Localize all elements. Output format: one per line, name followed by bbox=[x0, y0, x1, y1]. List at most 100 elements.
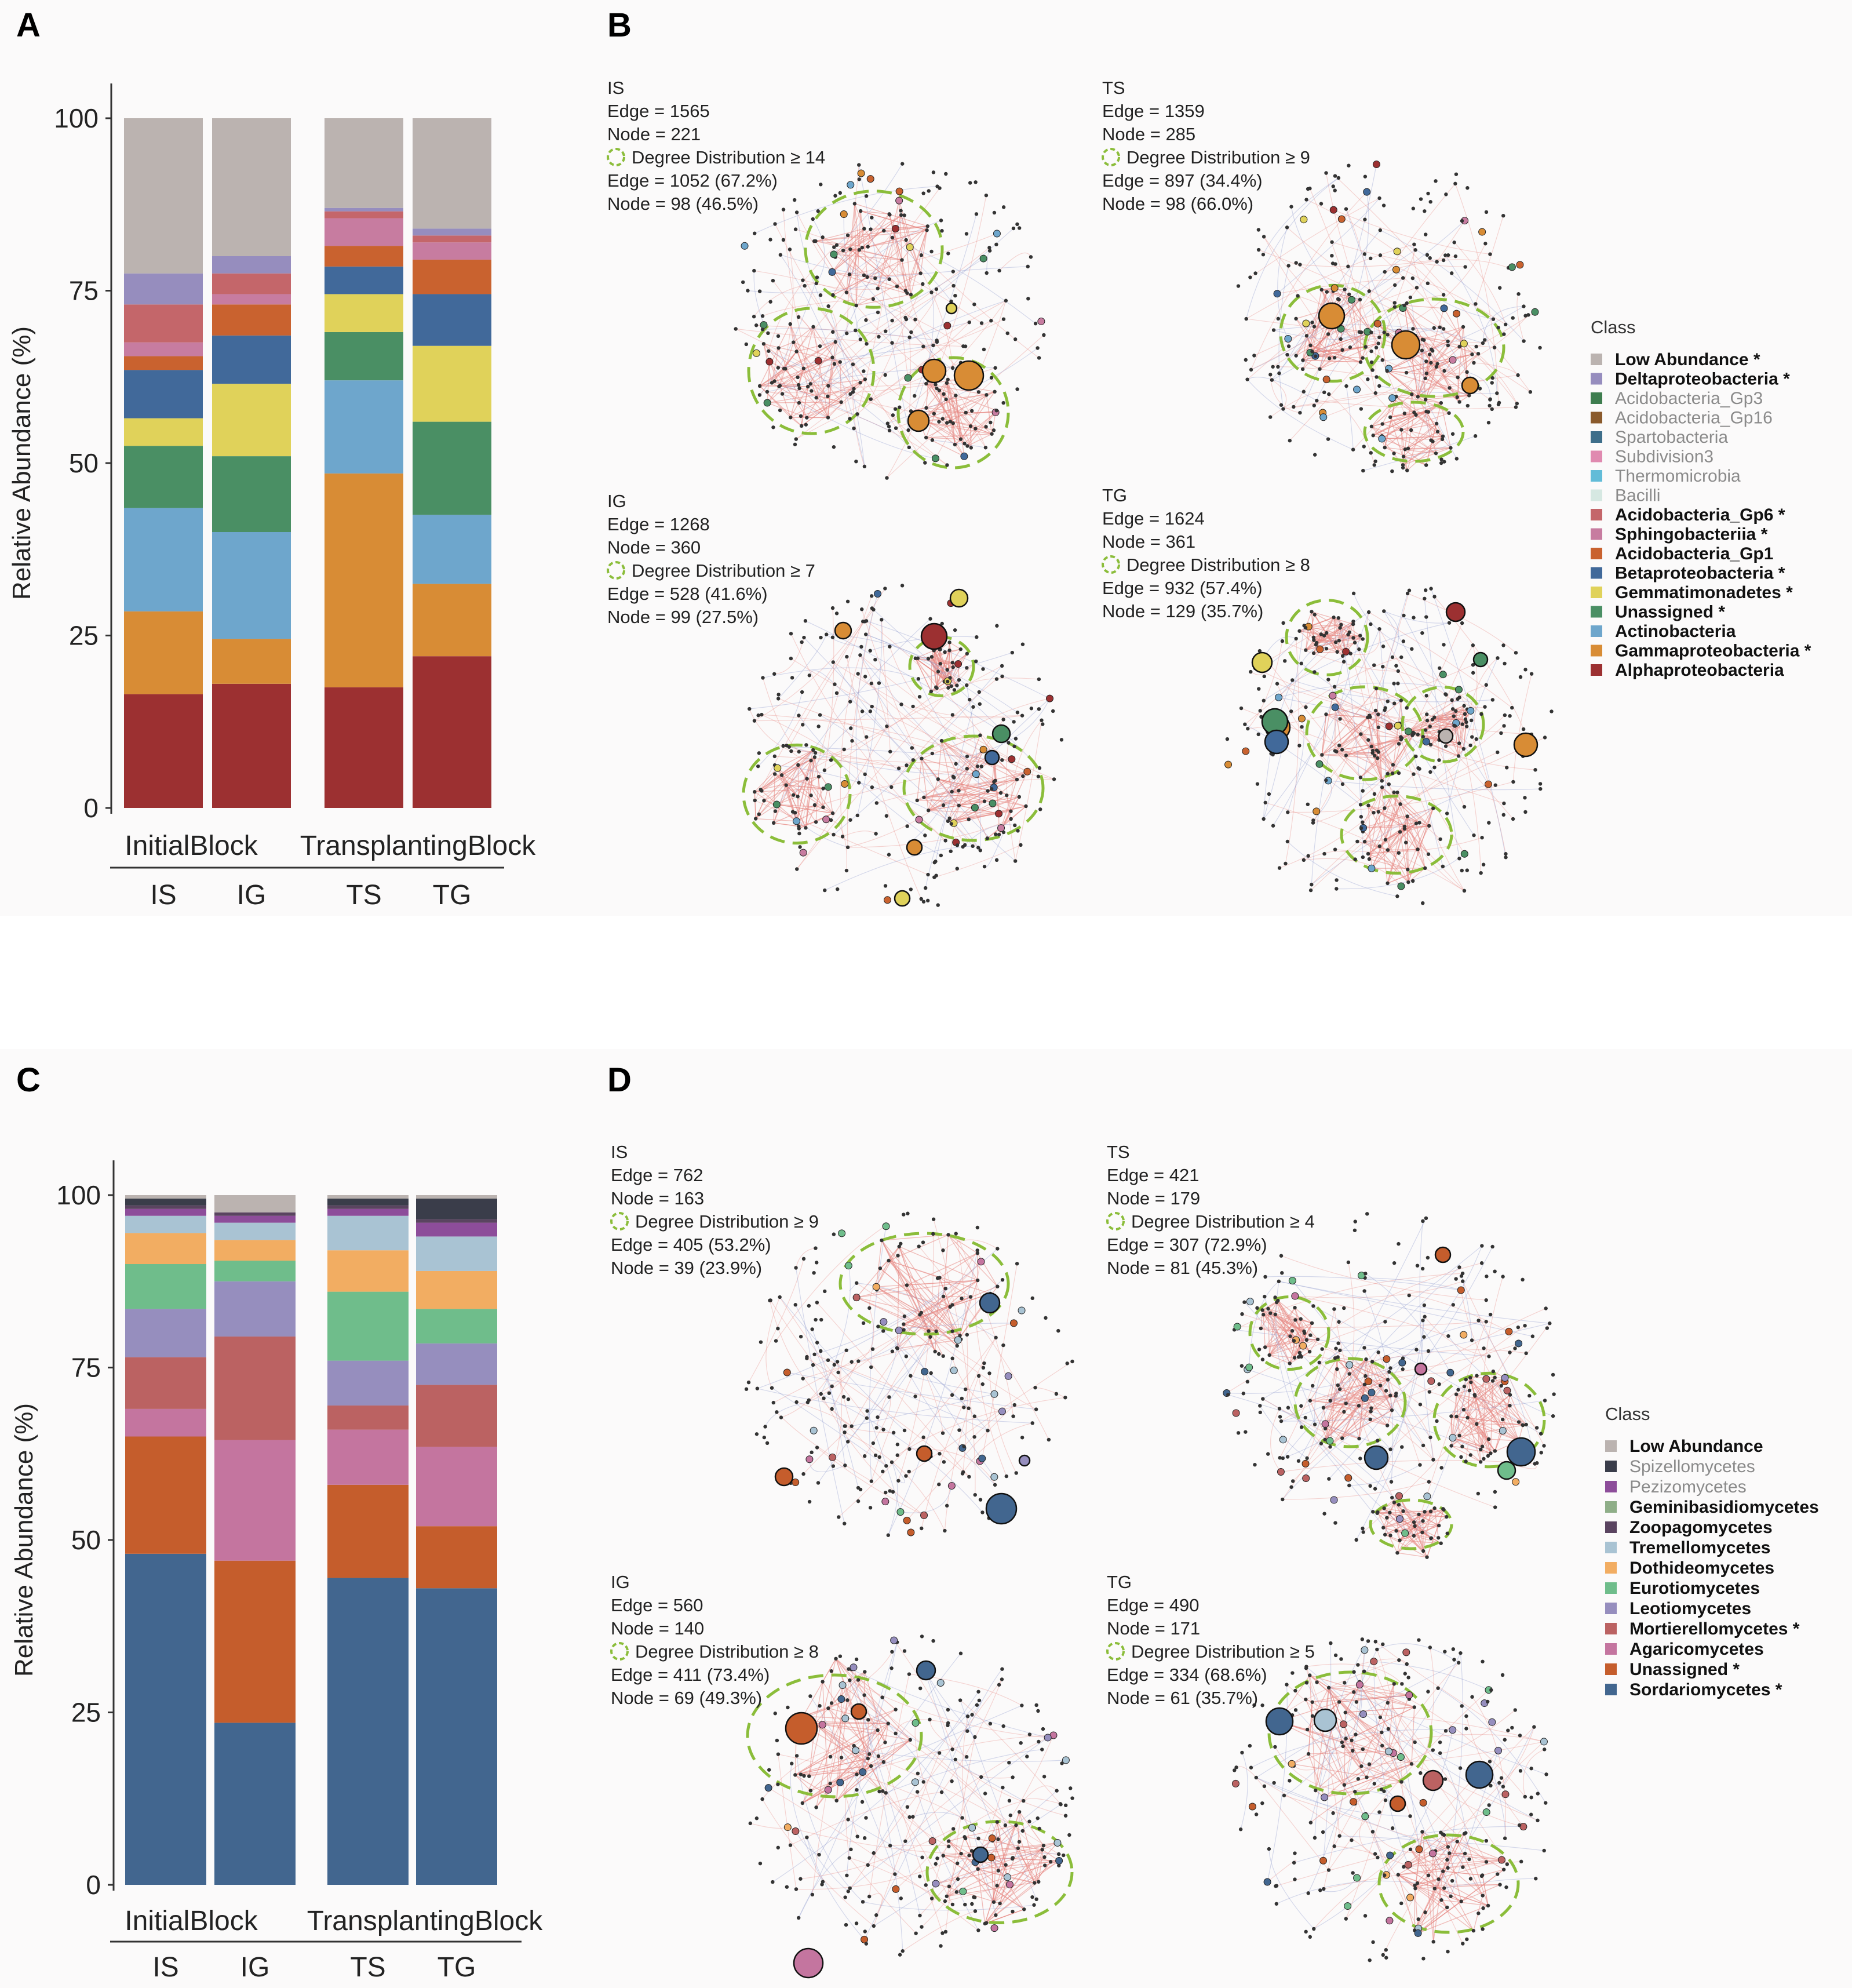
network-node bbox=[951, 1827, 956, 1831]
network-node bbox=[1454, 709, 1458, 713]
y-tick-label: 50 bbox=[71, 1525, 101, 1555]
network-edge bbox=[928, 658, 939, 672]
network-edge bbox=[1278, 1721, 1401, 1758]
network-node bbox=[909, 1374, 913, 1378]
network-node bbox=[1487, 821, 1491, 825]
bar-segment bbox=[214, 1723, 296, 1885]
network-node bbox=[979, 1775, 983, 1779]
network-node bbox=[904, 374, 912, 382]
network-edge bbox=[830, 820, 847, 871]
network-edge bbox=[1293, 183, 1456, 407]
network-node bbox=[831, 330, 835, 334]
network-node bbox=[928, 617, 932, 621]
network-node bbox=[884, 329, 888, 333]
bar-segment bbox=[413, 345, 491, 422]
bar-segment bbox=[214, 1240, 296, 1261]
network-edge bbox=[1417, 1905, 1489, 1934]
network-node bbox=[1328, 1445, 1332, 1449]
network-node bbox=[975, 1703, 979, 1707]
network-node bbox=[921, 344, 925, 349]
network-node bbox=[1239, 706, 1244, 711]
hub-node bbox=[1434, 1246, 1452, 1264]
network-node bbox=[776, 697, 781, 701]
network-node bbox=[920, 1526, 924, 1531]
network-edge bbox=[1470, 1377, 1492, 1454]
network-edge bbox=[1408, 713, 1427, 732]
network-node bbox=[943, 650, 947, 654]
network-node bbox=[1364, 1374, 1368, 1378]
network-node bbox=[1449, 356, 1457, 364]
network-edge bbox=[1015, 720, 1042, 861]
network-node bbox=[1521, 727, 1526, 731]
network-edge bbox=[834, 684, 981, 851]
network-node bbox=[873, 1453, 878, 1458]
network-edge bbox=[795, 1771, 863, 1776]
network-node bbox=[1261, 253, 1266, 257]
network-edge bbox=[1414, 1833, 1465, 1931]
network-edge bbox=[1383, 1741, 1544, 1956]
network-node bbox=[1405, 591, 1410, 596]
network-node bbox=[918, 1913, 922, 1918]
network-edge bbox=[845, 1750, 856, 1858]
network-edge bbox=[1018, 1848, 1035, 1883]
network-edge bbox=[859, 654, 989, 792]
network-node bbox=[1381, 664, 1385, 669]
network-edge bbox=[1456, 1394, 1519, 1441]
network-edge bbox=[796, 341, 836, 352]
network-node bbox=[867, 1306, 872, 1310]
network-edge bbox=[1472, 1696, 1506, 1838]
network-edge bbox=[1502, 1394, 1511, 1431]
network-node bbox=[857, 781, 861, 785]
network-edge bbox=[959, 1297, 971, 1336]
network-node bbox=[907, 1469, 911, 1474]
network-node bbox=[1450, 432, 1455, 436]
network-node bbox=[887, 277, 891, 281]
network-node bbox=[771, 425, 775, 429]
network-node bbox=[1319, 632, 1324, 636]
network-node bbox=[1414, 286, 1419, 290]
network-edge bbox=[1267, 1684, 1288, 1883]
network-node bbox=[797, 386, 801, 391]
network-edge bbox=[926, 407, 966, 413]
bar-segment bbox=[327, 1198, 409, 1206]
network-node bbox=[775, 1410, 779, 1414]
network-node bbox=[997, 1683, 1001, 1687]
network-node bbox=[965, 754, 969, 759]
network-edge bbox=[808, 1658, 837, 1776]
network-node bbox=[1376, 1350, 1380, 1355]
network-node bbox=[760, 321, 768, 329]
network-node bbox=[1322, 633, 1326, 638]
network-node bbox=[1280, 1271, 1284, 1275]
network-node bbox=[832, 245, 836, 249]
bar-segment bbox=[124, 118, 203, 274]
network-node bbox=[1255, 1306, 1259, 1310]
network-node bbox=[1007, 741, 1011, 745]
network-node bbox=[976, 846, 980, 850]
network-edge bbox=[1386, 1359, 1431, 1438]
network-edge bbox=[1419, 1514, 1447, 1517]
network-node bbox=[950, 1356, 954, 1360]
network-edge bbox=[1394, 683, 1443, 867]
network-node bbox=[1289, 709, 1293, 713]
network-node bbox=[1370, 368, 1375, 372]
network-node bbox=[1037, 1880, 1041, 1884]
network-node bbox=[1426, 1349, 1431, 1353]
network-node bbox=[1496, 402, 1501, 407]
network-node bbox=[1443, 253, 1448, 257]
network-edge bbox=[1446, 658, 1498, 814]
network-node bbox=[795, 867, 799, 871]
network-edge bbox=[797, 764, 833, 814]
network-edge bbox=[1324, 635, 1340, 641]
network-edge bbox=[1510, 1394, 1523, 1425]
network-node bbox=[768, 1298, 772, 1302]
network-edge bbox=[1443, 1834, 1450, 1854]
network-edge bbox=[903, 1330, 995, 1477]
network-node bbox=[919, 1310, 924, 1315]
network-node bbox=[946, 377, 950, 382]
network-node bbox=[960, 1396, 964, 1401]
panel-b-background bbox=[579, 0, 1852, 916]
network-edge bbox=[1292, 1763, 1402, 1783]
network-node bbox=[950, 789, 954, 794]
network-node bbox=[1411, 206, 1416, 210]
